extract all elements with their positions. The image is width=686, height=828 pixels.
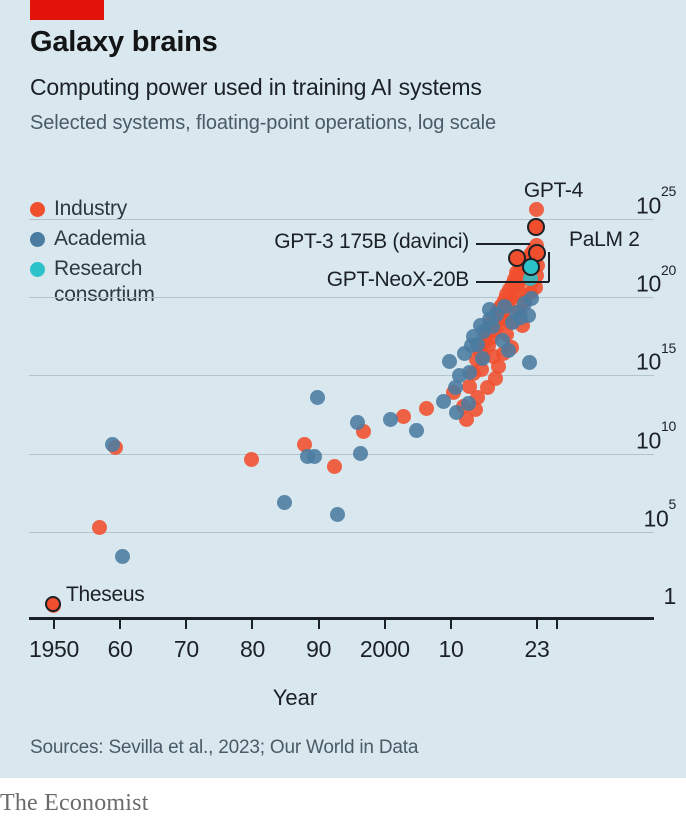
data-point — [296, 436, 312, 452]
x-axis-tick-label: 10 — [438, 636, 464, 662]
data-point — [508, 264, 524, 280]
data-point — [474, 350, 490, 366]
gridline — [29, 297, 654, 299]
data-point — [528, 202, 544, 218]
data-point — [353, 446, 369, 462]
y-axis-tick-label: 1015 — [636, 339, 676, 376]
legend-dot-research-consortium — [30, 262, 45, 277]
data-point — [382, 411, 398, 427]
annotation-theseus: Theseus — [66, 583, 145, 606]
data-point — [474, 361, 490, 377]
gridline — [29, 219, 654, 220]
footer-bar — [0, 778, 686, 828]
scatter-plot: 1025 1020 1015 1010 105 1 1950 60 70 80 90 2000 10 23… — [29, 179, 677, 662]
data-point — [521, 355, 537, 371]
data-point — [482, 302, 498, 318]
legend-label-academia: Academia — [54, 227, 146, 250]
annotation-palm-2: PaLM 2 — [569, 228, 640, 251]
legend-item-industry[interactable]: Industry — [30, 196, 155, 222]
data-point — [349, 414, 365, 430]
gridline — [29, 453, 654, 455]
x-axis-tick-label: 80 — [239, 636, 265, 662]
x-axis-title: Year — [0, 685, 686, 711]
chart-card: Galaxy brains Computing power used in tr… — [0, 0, 686, 778]
chart-description: Selected systems, floating-point operati… — [30, 112, 496, 134]
data-point — [523, 291, 539, 307]
data-point — [501, 342, 517, 358]
y-axis-tick-label: 1020 — [636, 261, 676, 297]
annotation-leader-line — [476, 281, 549, 283]
annotation-gpt-neox: GPT-NeoX-20B — [326, 268, 470, 291]
y-axis-tick-label: 1 — [663, 583, 677, 609]
sources-note: Sources: Sevilla et al., 2023; Our World… — [30, 737, 419, 758]
data-point — [243, 452, 259, 468]
data-point — [306, 449, 322, 465]
y-axis-tick-label: 1010 — [636, 417, 676, 454]
data-point — [419, 400, 435, 416]
x-axis-tick-label: 60 — [107, 636, 133, 662]
x-axis-tick — [53, 620, 55, 629]
chart-legend: Industry Academia Research consortium — [30, 196, 155, 312]
data-point — [469, 336, 485, 352]
x-axis-tick — [185, 620, 188, 629]
data-point — [462, 364, 478, 380]
annotation-leader-line — [476, 243, 530, 245]
x-axis-tick — [383, 620, 386, 629]
legend-item-academia[interactable]: Academia — [30, 226, 155, 252]
x-axis-tick — [449, 620, 452, 629]
legend-dot-industry — [30, 202, 45, 217]
x-axis-tick-label: 2000 — [359, 636, 410, 662]
x-axis-tick-label: 23 — [524, 636, 550, 662]
data-point — [330, 507, 345, 523]
x-axis-tick — [555, 620, 558, 629]
highlighted-data-point — [45, 596, 61, 613]
x-axis-tick-label: 70 — [173, 636, 199, 662]
data-point — [484, 319, 500, 335]
legend-label-research-consortium: Research consortium — [54, 257, 155, 306]
x-axis-tick-label: 90 — [306, 636, 332, 662]
data-point — [447, 380, 463, 396]
annotation-gpt-3: GPT-3 175B (davinci) — [274, 230, 469, 253]
page-title: Galaxy brains — [30, 26, 218, 58]
data-point — [490, 358, 506, 374]
data-point — [435, 394, 451, 410]
x-axis-line — [29, 617, 654, 620]
x-axis-tick — [536, 620, 538, 629]
legend-dot-academia — [30, 232, 45, 247]
data-point — [91, 519, 107, 535]
economist-red-bar — [30, 0, 104, 20]
x-axis-title-text: Year — [272, 685, 318, 710]
annotation-gpt-4: GPT-4 — [523, 179, 583, 202]
data-point — [442, 353, 458, 369]
economist-wordmark: The Economist — [0, 790, 149, 816]
data-point — [521, 308, 537, 324]
data-point — [396, 408, 412, 424]
legend-label-industry: Industry — [54, 197, 128, 220]
data-point — [114, 549, 130, 565]
annotation-leader-line — [548, 252, 550, 282]
highlighted-data-point — [527, 217, 545, 236]
x-axis-tick — [317, 620, 320, 629]
data-point — [497, 299, 513, 315]
data-point — [105, 436, 121, 452]
y-axis-tick-label: 1025 — [636, 183, 676, 219]
gridline — [29, 531, 654, 533]
data-point — [310, 389, 326, 405]
data-point — [277, 494, 293, 510]
x-axis-tick — [251, 620, 254, 629]
chart-subtitle: Computing power used in training AI syst… — [30, 74, 482, 100]
data-point — [461, 396, 476, 412]
gridline — [29, 375, 654, 377]
highlighted-data-point — [521, 258, 540, 277]
x-axis-tick — [119, 620, 122, 629]
data-point — [409, 422, 425, 438]
x-axis-tick-label: 1950 — [29, 636, 79, 662]
data-point — [488, 371, 504, 387]
data-point — [449, 405, 465, 421]
data-point — [326, 458, 342, 474]
y-axis-tick-label: 105 — [643, 496, 677, 532]
legend-item-research-consortium[interactable]: Research consortium — [30, 256, 155, 308]
